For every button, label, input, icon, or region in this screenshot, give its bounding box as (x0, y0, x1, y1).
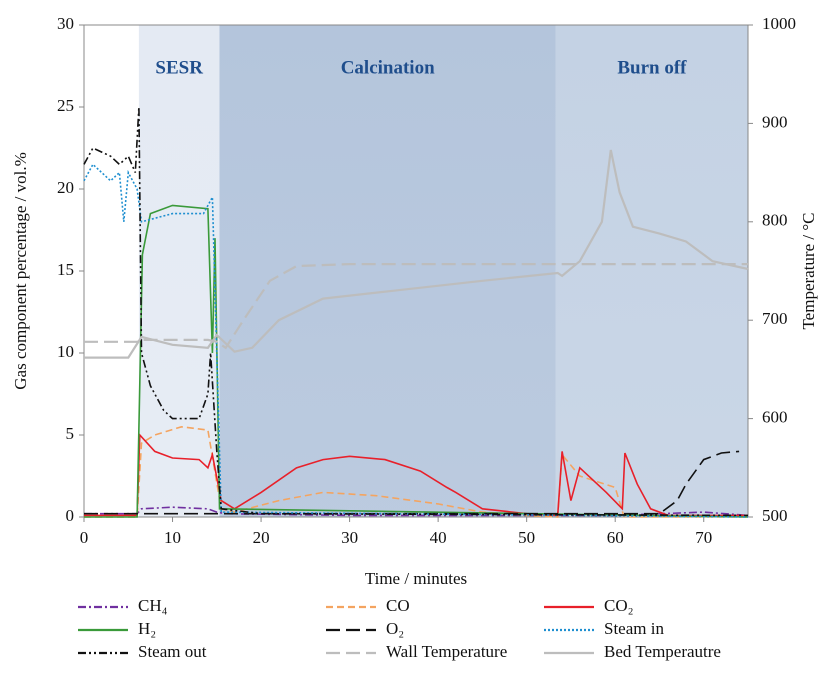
legend-label: CH₄ (138, 596, 168, 615)
x-tick-label: 10 (164, 528, 181, 547)
y2-tick-label: 600 (762, 408, 788, 427)
x-tick-label: 0 (80, 528, 89, 547)
y2-axis-label: Temperature / °C (799, 212, 818, 329)
legend-label: H₂ (138, 619, 156, 638)
x-tick-label: 20 (253, 528, 270, 547)
legend-label: CO₂ (604, 596, 634, 615)
y-tick-label: 25 (57, 96, 74, 115)
y-tick-label: 0 (66, 506, 75, 525)
y-tick-label: 10 (57, 342, 74, 361)
y-tick-label: 15 (57, 260, 74, 279)
y-axis-label: Gas component percentage / vol.% (11, 152, 30, 389)
region-label: Calcination (341, 57, 435, 78)
series-line (84, 425, 748, 518)
legend-label: Bed Temperautre (604, 642, 721, 661)
series-line (84, 149, 749, 359)
series-line (83, 163, 749, 518)
y2-tick-label: 900 (762, 112, 788, 131)
x-tick-label: 40 (430, 528, 447, 547)
series-line (84, 204, 749, 518)
region (219, 25, 556, 517)
y-tick-label: 30 (57, 14, 74, 33)
region-label: Burn off (617, 57, 687, 78)
x-tick-label: 30 (341, 528, 358, 547)
y2-tick-label: 1000 (762, 14, 796, 33)
legend-label: CO (386, 596, 410, 615)
region (555, 25, 748, 517)
series-line (84, 263, 748, 350)
series-line (84, 450, 740, 515)
x-tick-label: 70 (695, 528, 712, 547)
region-label: SESR (155, 57, 203, 78)
legend-label: Steam in (604, 619, 664, 638)
x-axis-label: Time / minutes (365, 569, 467, 588)
y2-tick-label: 700 (762, 309, 788, 328)
y2-tick-label: 800 (762, 211, 788, 230)
region (138, 25, 220, 517)
legend-label: Steam out (138, 642, 207, 661)
series-line (84, 433, 748, 517)
y2-tick-label: 500 (762, 506, 788, 525)
y-tick-label: 20 (57, 178, 74, 197)
legend-label: Wall Temperature (386, 642, 507, 661)
legend-label: O₂ (386, 619, 404, 638)
x-tick-label: 60 (607, 528, 624, 547)
x-tick-label: 50 (518, 528, 535, 547)
series-line (83, 106, 749, 517)
y-tick-label: 5 (66, 424, 75, 443)
